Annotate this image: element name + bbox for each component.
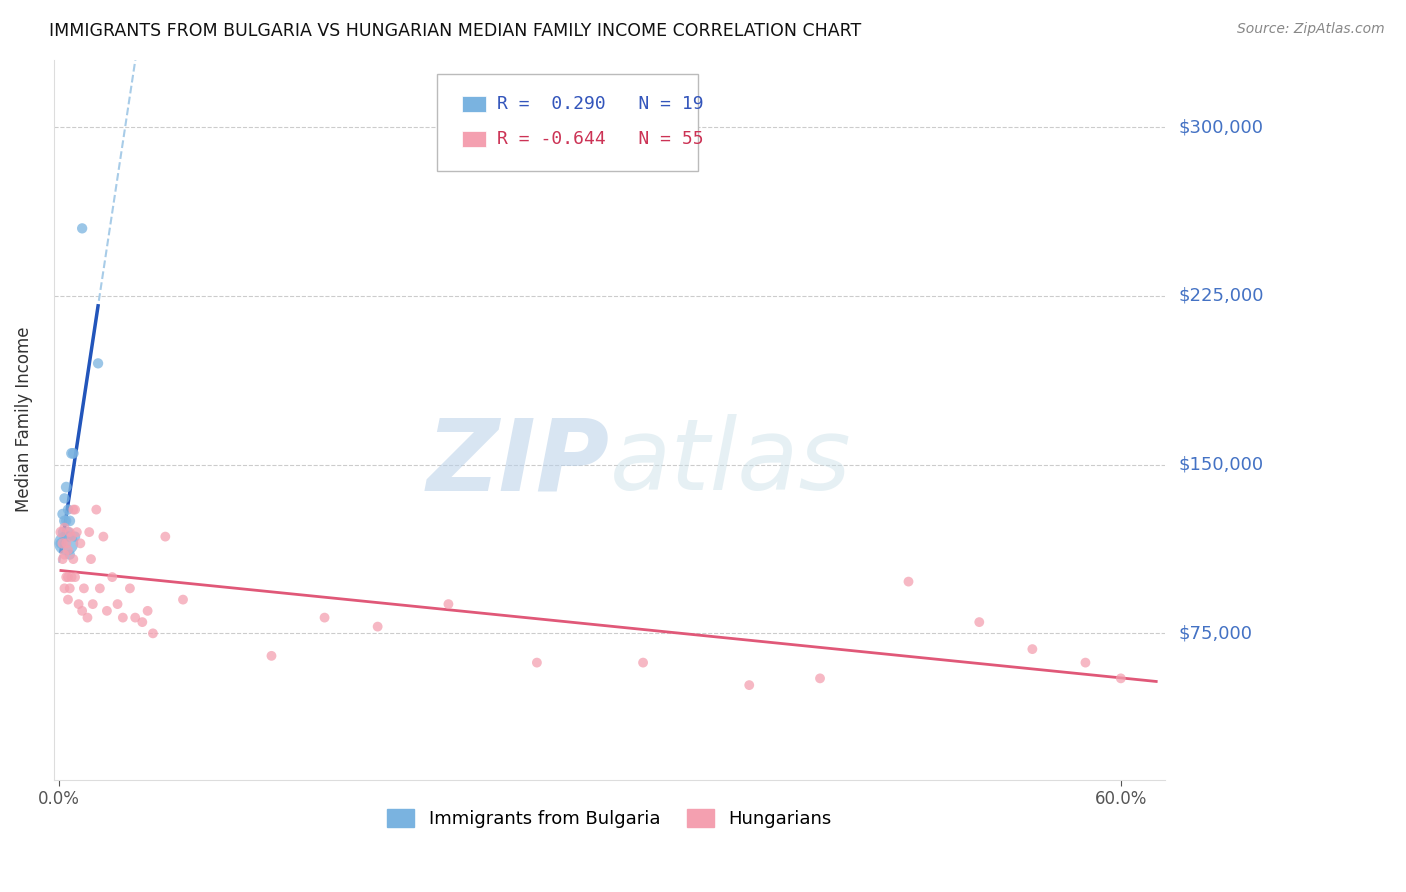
Point — [49, 525, 72, 540]
Point — [1021, 642, 1043, 657]
FancyBboxPatch shape — [437, 74, 699, 171]
Point — [107, 597, 129, 611]
Point — [55, 536, 77, 550]
Point — [142, 626, 165, 640]
Point — [437, 597, 460, 611]
Point — [59, 525, 82, 540]
Point — [131, 615, 153, 629]
Point — [738, 678, 761, 692]
Point — [172, 592, 194, 607]
Point — [53, 530, 76, 544]
Point — [62, 446, 84, 460]
Point — [111, 610, 134, 624]
Text: Source: ZipAtlas.com: Source: ZipAtlas.com — [1237, 22, 1385, 37]
Point — [84, 502, 107, 516]
Point — [49, 536, 72, 550]
Point — [56, 530, 79, 544]
Point — [63, 502, 86, 516]
Point — [59, 548, 82, 562]
Point — [367, 619, 389, 633]
Point — [82, 597, 104, 611]
Point — [60, 530, 83, 544]
Point — [55, 514, 77, 528]
Point — [89, 582, 111, 596]
Point — [55, 570, 77, 584]
Text: $150,000: $150,000 — [1180, 456, 1264, 474]
Text: $300,000: $300,000 — [1180, 118, 1264, 136]
Point — [70, 221, 93, 235]
Text: IMMIGRANTS FROM BULGARIA VS HUNGARIAN MEDIAN FAMILY INCOME CORRELATION CHART: IMMIGRANTS FROM BULGARIA VS HUNGARIAN ME… — [49, 22, 862, 40]
Point — [53, 514, 76, 528]
Point — [55, 536, 77, 550]
Point — [60, 570, 83, 584]
Y-axis label: Median Family Income: Median Family Income — [15, 326, 32, 512]
Point — [52, 507, 75, 521]
Point — [1109, 671, 1132, 685]
Point — [59, 582, 82, 596]
Text: atlas: atlas — [609, 414, 851, 511]
Point — [967, 615, 990, 629]
Point — [63, 570, 86, 584]
Point — [63, 530, 86, 544]
Point — [60, 446, 83, 460]
Point — [136, 604, 159, 618]
Point — [314, 610, 336, 624]
Point — [155, 530, 177, 544]
Legend: Immigrants from Bulgaria, Hungarians: Immigrants from Bulgaria, Hungarians — [380, 802, 839, 836]
Point — [87, 356, 110, 370]
Point — [631, 656, 654, 670]
Point — [124, 610, 146, 624]
Point — [76, 610, 98, 624]
Point — [96, 604, 118, 618]
Point — [1074, 656, 1097, 670]
Point — [101, 570, 124, 584]
Point — [56, 592, 79, 607]
Point — [53, 520, 76, 534]
Point — [897, 574, 920, 589]
Point — [52, 536, 75, 550]
Text: $75,000: $75,000 — [1180, 624, 1253, 642]
Point — [59, 514, 82, 528]
Point — [526, 656, 548, 670]
Point — [77, 525, 100, 540]
Point — [56, 543, 79, 558]
Point — [53, 582, 76, 596]
Text: ZIP: ZIP — [426, 414, 609, 511]
Point — [52, 552, 75, 566]
Point — [69, 536, 91, 550]
Point — [53, 548, 76, 562]
Point — [56, 502, 79, 516]
Point — [52, 525, 75, 540]
Point — [55, 480, 77, 494]
Point — [67, 597, 90, 611]
Point — [808, 671, 831, 685]
Point — [73, 582, 96, 596]
Point — [62, 552, 84, 566]
Point — [56, 570, 79, 584]
Text: R =  0.290   N = 19: R = 0.290 N = 19 — [498, 95, 704, 113]
Point — [56, 525, 79, 540]
Point — [93, 530, 115, 544]
Text: R = -0.644   N = 55: R = -0.644 N = 55 — [498, 130, 704, 148]
Point — [62, 502, 84, 516]
Text: $225,000: $225,000 — [1180, 287, 1264, 305]
Point — [260, 648, 283, 663]
Point — [66, 525, 89, 540]
FancyBboxPatch shape — [461, 96, 486, 112]
Point — [118, 582, 141, 596]
FancyBboxPatch shape — [461, 131, 486, 146]
Point — [70, 604, 93, 618]
Point — [53, 491, 76, 506]
Point — [80, 552, 103, 566]
